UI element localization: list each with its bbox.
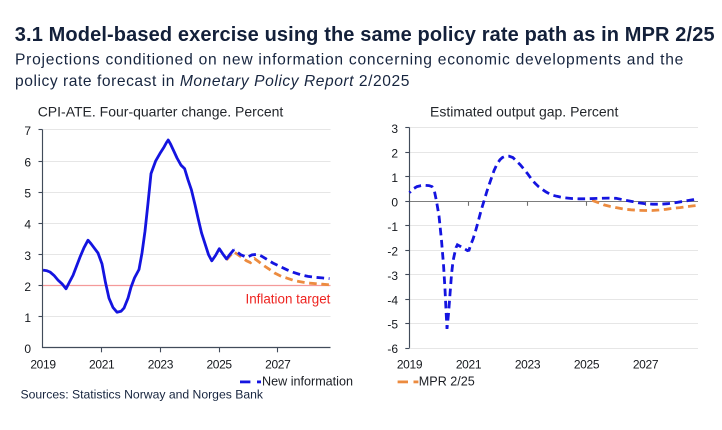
- svg-text:2021: 2021: [89, 358, 115, 372]
- svg-text:2027: 2027: [265, 358, 291, 372]
- svg-text:3: 3: [24, 249, 31, 263]
- svg-text:0: 0: [24, 342, 31, 356]
- svg-text:-1: -1: [387, 220, 398, 234]
- svg-text:Inflation target: Inflation target: [246, 292, 331, 307]
- svg-text:2021: 2021: [456, 358, 482, 372]
- svg-text:-4: -4: [387, 293, 398, 307]
- svg-text:0: 0: [391, 195, 398, 209]
- svg-text:Sources: Statistics Norway and: Sources: Statistics Norway and Norges Ba…: [21, 388, 264, 402]
- svg-text:2025: 2025: [206, 358, 232, 372]
- svg-text:2019: 2019: [30, 358, 56, 372]
- svg-text:-3: -3: [387, 269, 398, 283]
- svg-text:Estimated output gap. Percent: Estimated output gap. Percent: [430, 103, 618, 119]
- svg-text:2025: 2025: [574, 358, 600, 372]
- svg-text:New information: New information: [262, 375, 353, 389]
- svg-text:5: 5: [24, 187, 31, 201]
- svg-text:2: 2: [391, 147, 398, 161]
- svg-text:2023: 2023: [515, 358, 541, 372]
- svg-text:1: 1: [24, 311, 31, 325]
- svg-text:7: 7: [24, 124, 31, 138]
- svg-text:3.1 Model-based exercise using: 3.1 Model-based exercise using the same …: [15, 24, 715, 46]
- svg-text:2027: 2027: [633, 358, 659, 372]
- svg-text:2023: 2023: [148, 358, 174, 372]
- svg-text:Projections conditioned on new: Projections conditioned on new informati…: [15, 52, 684, 69]
- svg-text:CPI-ATE. Four-quarter change.: CPI-ATE. Four-quarter change. Percent: [38, 103, 284, 119]
- svg-text:2019: 2019: [397, 358, 423, 372]
- svg-text:policy rate forecast in Moneta: policy rate forecast in Monetary Policy …: [15, 73, 410, 90]
- svg-text:4: 4: [24, 218, 31, 232]
- svg-text:3: 3: [391, 122, 398, 136]
- svg-text:2: 2: [24, 280, 31, 294]
- svg-text:-2: -2: [387, 244, 398, 258]
- svg-text:6: 6: [24, 155, 31, 169]
- svg-text:1: 1: [391, 171, 398, 185]
- svg-text:-5: -5: [387, 318, 398, 332]
- svg-text:-6: -6: [387, 342, 398, 356]
- svg-text:MPR 2/25: MPR 2/25: [419, 375, 475, 389]
